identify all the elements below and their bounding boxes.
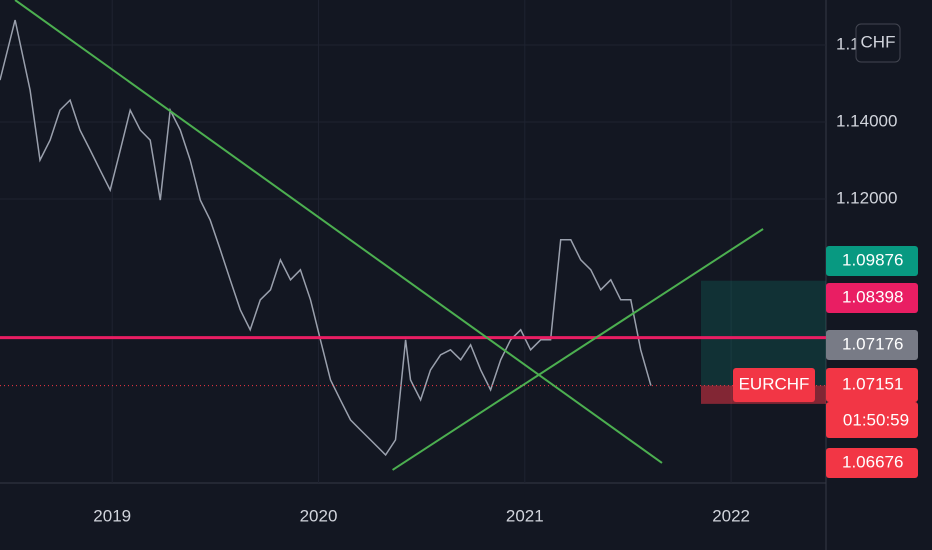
currency: CHF [861, 32, 896, 51]
price-badge-label: 1.07176 [842, 334, 903, 353]
y-tick-label: 1.14000 [836, 111, 897, 130]
price-badge [826, 448, 918, 478]
trendline [392, 228, 764, 471]
x-tick-label: 2022 [712, 506, 750, 525]
countdown-badge [826, 402, 918, 438]
y-tick-label: 1.12000 [836, 188, 897, 207]
overlay: 1.120001.140001.1600020192020202120221.0… [93, 23, 918, 525]
countdown: 01:50:59 [843, 410, 909, 429]
price-badge [826, 368, 918, 402]
symbol-badge [733, 368, 815, 402]
x-tick-label: 2020 [300, 506, 338, 525]
price-badge-label: 1.06676 [842, 452, 903, 471]
currency-badge [855, 23, 901, 63]
price-badge-label: 1.08398 [842, 287, 903, 306]
price-badge [826, 283, 918, 313]
x-tick-label: 2021 [506, 506, 544, 525]
x-tick-label: 2019 [93, 506, 131, 525]
price-badge-label: 1.09876 [842, 250, 903, 269]
price-badge-label: 1.07151 [842, 374, 903, 393]
price-line [0, 19, 652, 457]
trendline [14, 0, 663, 464]
price-badge [826, 330, 918, 360]
symbol: EURCHF [739, 374, 810, 393]
price-badge [826, 246, 918, 276]
